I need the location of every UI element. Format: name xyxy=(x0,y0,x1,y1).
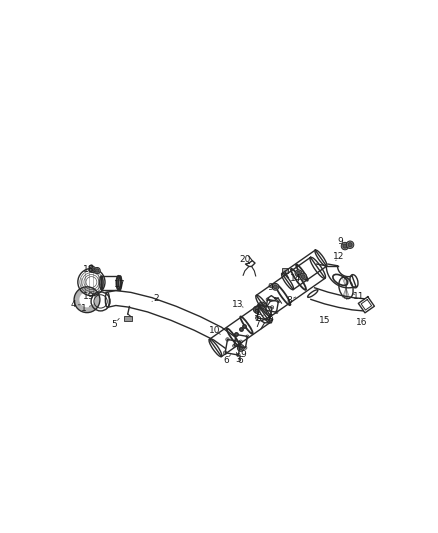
Text: 15: 15 xyxy=(319,316,330,325)
Bar xyxy=(124,317,132,321)
Circle shape xyxy=(300,273,307,280)
Text: 9: 9 xyxy=(254,310,260,319)
Text: 2: 2 xyxy=(154,294,159,303)
Circle shape xyxy=(348,243,352,247)
Circle shape xyxy=(346,241,354,248)
Circle shape xyxy=(237,353,240,357)
Text: 19: 19 xyxy=(83,293,95,302)
Circle shape xyxy=(258,303,261,307)
Circle shape xyxy=(239,346,243,350)
Circle shape xyxy=(268,319,272,322)
Circle shape xyxy=(237,344,244,351)
Circle shape xyxy=(258,302,265,309)
Text: 13: 13 xyxy=(232,300,244,309)
Circle shape xyxy=(264,309,267,312)
Circle shape xyxy=(255,308,258,311)
Bar xyxy=(282,268,288,272)
Text: 9: 9 xyxy=(268,284,273,292)
Text: 10: 10 xyxy=(208,326,220,335)
Text: 7: 7 xyxy=(254,320,260,329)
Circle shape xyxy=(341,243,349,250)
Text: 4: 4 xyxy=(71,300,76,309)
Circle shape xyxy=(223,351,227,354)
Circle shape xyxy=(270,306,274,309)
Circle shape xyxy=(239,340,243,343)
Circle shape xyxy=(90,266,96,272)
Text: 8: 8 xyxy=(286,296,292,305)
Circle shape xyxy=(266,298,269,301)
Circle shape xyxy=(275,311,278,313)
Circle shape xyxy=(295,270,302,277)
Circle shape xyxy=(235,333,237,336)
Circle shape xyxy=(297,271,300,275)
Text: 16: 16 xyxy=(356,318,368,327)
Circle shape xyxy=(255,316,259,319)
Text: 9: 9 xyxy=(337,237,343,246)
Text: 1: 1 xyxy=(81,304,86,313)
Circle shape xyxy=(246,335,249,338)
Circle shape xyxy=(91,268,95,271)
Text: 12: 12 xyxy=(332,252,344,261)
Text: 11: 11 xyxy=(353,293,364,302)
Circle shape xyxy=(94,268,100,273)
Text: 17: 17 xyxy=(113,280,125,289)
Circle shape xyxy=(343,244,347,248)
Text: 6: 6 xyxy=(237,356,243,365)
Text: 6: 6 xyxy=(268,314,273,323)
Text: 5: 5 xyxy=(111,320,117,329)
Text: 9: 9 xyxy=(240,350,246,359)
Text: 3: 3 xyxy=(235,354,241,364)
Circle shape xyxy=(226,338,229,341)
Text: 14: 14 xyxy=(290,274,301,283)
Text: 6: 6 xyxy=(255,314,261,323)
Circle shape xyxy=(272,284,279,290)
Text: 20: 20 xyxy=(239,255,251,264)
Circle shape xyxy=(253,306,260,313)
Circle shape xyxy=(244,346,247,349)
Circle shape xyxy=(301,275,305,279)
Circle shape xyxy=(277,300,280,303)
Text: 6: 6 xyxy=(223,356,229,365)
Circle shape xyxy=(233,344,236,348)
Circle shape xyxy=(260,304,264,308)
Circle shape xyxy=(95,269,99,272)
Text: 18: 18 xyxy=(83,265,95,274)
Circle shape xyxy=(273,285,277,289)
